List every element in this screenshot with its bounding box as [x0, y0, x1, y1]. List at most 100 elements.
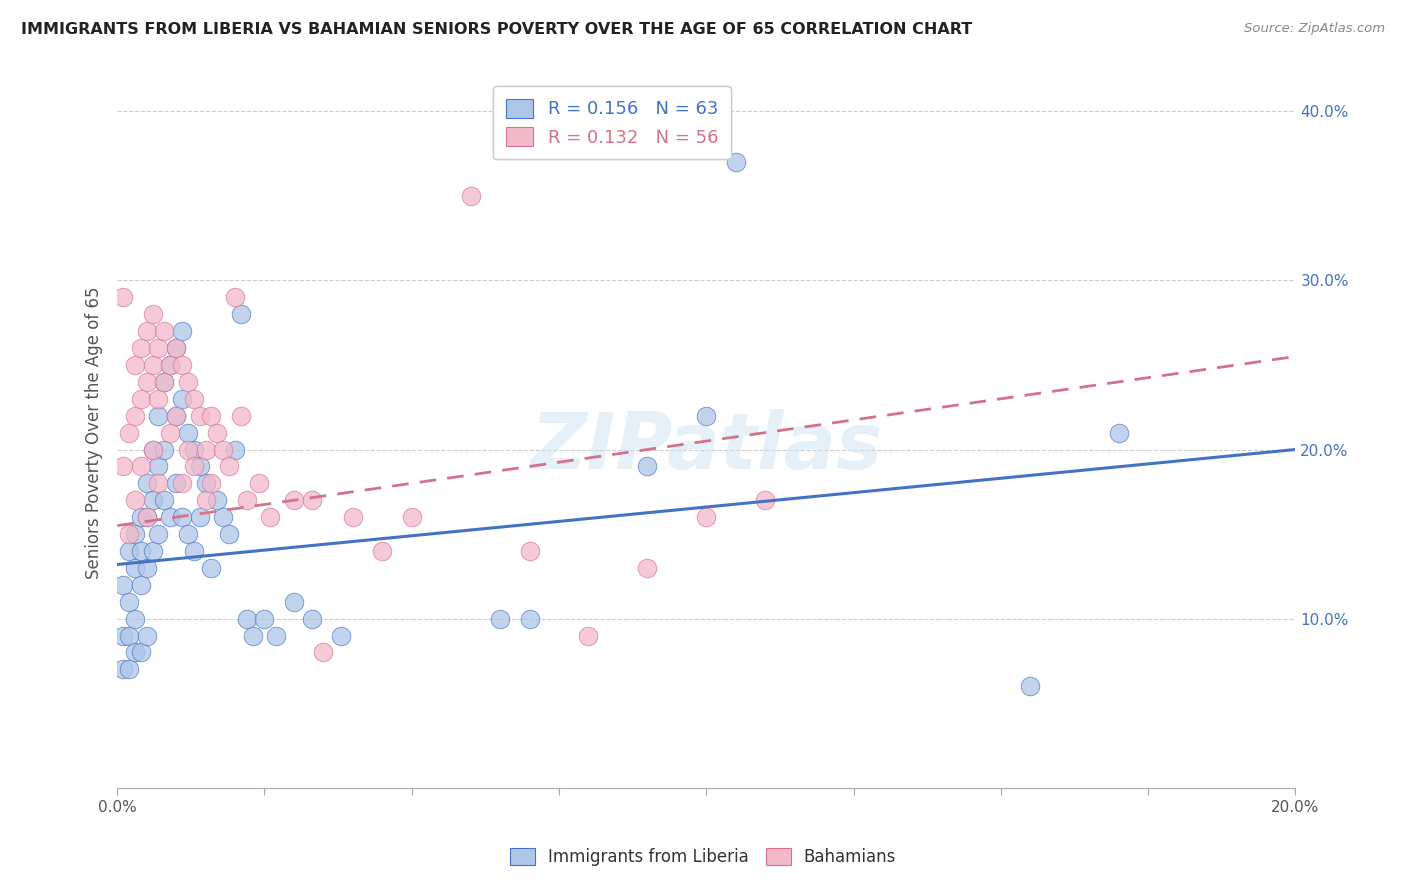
Point	[247, 476, 270, 491]
Point	[141, 442, 163, 457]
Point	[118, 595, 141, 609]
Point	[153, 375, 176, 389]
Point	[165, 341, 187, 355]
Point	[112, 459, 135, 474]
Point	[112, 662, 135, 676]
Point	[129, 510, 152, 524]
Point	[153, 324, 176, 338]
Point	[124, 493, 146, 508]
Point	[578, 628, 600, 642]
Point	[212, 442, 235, 457]
Point	[148, 476, 170, 491]
Text: IMMIGRANTS FROM LIBERIA VS BAHAMIAN SENIORS POVERTY OVER THE AGE OF 65 CORRELATI: IMMIGRANTS FROM LIBERIA VS BAHAMIAN SENI…	[21, 22, 973, 37]
Legend: R = 0.156   N = 63, R = 0.132   N = 56: R = 0.156 N = 63, R = 0.132 N = 56	[494, 87, 731, 160]
Point	[259, 510, 281, 524]
Point	[218, 527, 240, 541]
Point	[124, 561, 146, 575]
Legend: Immigrants from Liberia, Bahamians: Immigrants from Liberia, Bahamians	[496, 834, 910, 880]
Point	[177, 425, 200, 440]
Point	[141, 307, 163, 321]
Point	[283, 493, 305, 508]
Point	[135, 324, 157, 338]
Point	[207, 425, 229, 440]
Point	[330, 628, 353, 642]
Point	[148, 341, 170, 355]
Point	[253, 612, 276, 626]
Point	[165, 409, 187, 423]
Point	[129, 341, 152, 355]
Point	[207, 493, 229, 508]
Point	[519, 544, 541, 558]
Point	[148, 459, 170, 474]
Point	[224, 290, 246, 304]
Y-axis label: Seniors Poverty Over the Age of 65: Seniors Poverty Over the Age of 65	[86, 286, 103, 579]
Point	[342, 510, 364, 524]
Point	[170, 392, 193, 406]
Point	[200, 561, 222, 575]
Point	[200, 409, 222, 423]
Point	[229, 307, 252, 321]
Point	[124, 645, 146, 659]
Point	[124, 527, 146, 541]
Point	[124, 358, 146, 372]
Point	[188, 409, 211, 423]
Point	[695, 510, 717, 524]
Point	[141, 544, 163, 558]
Point	[165, 341, 187, 355]
Point	[141, 493, 163, 508]
Point	[188, 510, 211, 524]
Point	[489, 612, 512, 626]
Point	[460, 189, 482, 203]
Point	[118, 544, 141, 558]
Point	[148, 409, 170, 423]
Point	[170, 358, 193, 372]
Point	[124, 409, 146, 423]
Point	[135, 510, 157, 524]
Point	[183, 544, 205, 558]
Text: ZIPatlas: ZIPatlas	[530, 409, 883, 485]
Point	[636, 561, 658, 575]
Point	[159, 510, 181, 524]
Point	[159, 358, 181, 372]
Point	[118, 527, 141, 541]
Point	[194, 493, 217, 508]
Point	[200, 476, 222, 491]
Point	[170, 510, 193, 524]
Point	[1019, 679, 1042, 693]
Point	[141, 358, 163, 372]
Point	[519, 612, 541, 626]
Text: Source: ZipAtlas.com: Source: ZipAtlas.com	[1244, 22, 1385, 36]
Point	[170, 324, 193, 338]
Point	[129, 578, 152, 592]
Point	[183, 459, 205, 474]
Point	[129, 392, 152, 406]
Point	[165, 476, 187, 491]
Point	[312, 645, 335, 659]
Point	[177, 375, 200, 389]
Point	[301, 493, 323, 508]
Point	[159, 358, 181, 372]
Point	[124, 612, 146, 626]
Point	[153, 442, 176, 457]
Point	[194, 442, 217, 457]
Point	[636, 459, 658, 474]
Point	[401, 510, 423, 524]
Point	[135, 628, 157, 642]
Point	[264, 628, 287, 642]
Point	[165, 409, 187, 423]
Point	[1108, 425, 1130, 440]
Point	[371, 544, 394, 558]
Point	[695, 409, 717, 423]
Point	[135, 561, 157, 575]
Point	[118, 662, 141, 676]
Point	[236, 493, 259, 508]
Point	[148, 527, 170, 541]
Point	[224, 442, 246, 457]
Point	[129, 645, 152, 659]
Point	[135, 476, 157, 491]
Point	[301, 612, 323, 626]
Point	[148, 392, 170, 406]
Point	[159, 425, 181, 440]
Point	[177, 527, 200, 541]
Point	[242, 628, 264, 642]
